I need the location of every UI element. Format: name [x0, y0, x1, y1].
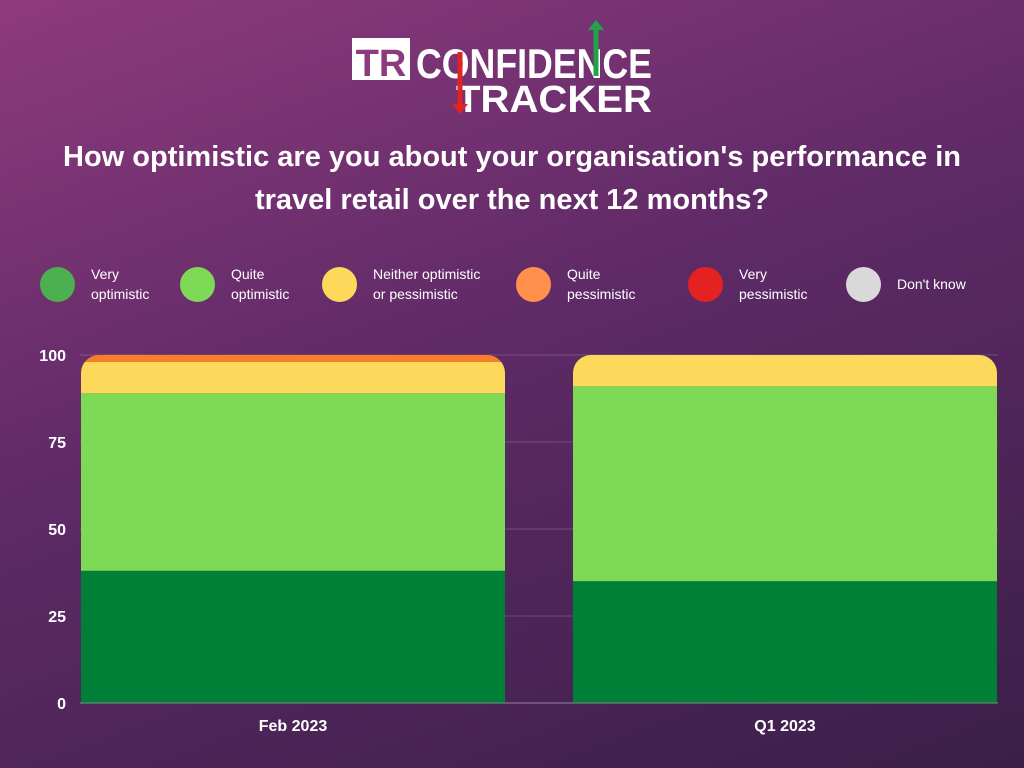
legend-swatch	[40, 266, 75, 302]
y-tick-label: 50	[48, 522, 66, 539]
bar-stack	[573, 355, 997, 703]
legend-label: Quite pessimistic	[567, 266, 636, 302]
legend-item: Quite optimistic	[180, 262, 289, 306]
bar-segment	[573, 581, 997, 703]
legend-label: Very pessimistic	[739, 266, 808, 302]
y-tick-label: 0	[57, 696, 66, 713]
chart-legend: Very optimistic Quite optimistic Neither o…	[40, 262, 1000, 310]
y-tick-label: 100	[39, 348, 66, 365]
logo-word-tracker: TRACKER	[456, 79, 652, 118]
legend-swatch	[180, 266, 215, 302]
bar-segment	[81, 355, 505, 362]
legend-swatch	[322, 266, 357, 302]
bar-segment	[81, 361, 505, 394]
bar-segment	[573, 386, 997, 582]
logo-mark: TR	[356, 43, 407, 85]
bar-segment	[573, 355, 997, 387]
legend-label: Quite optimistic	[231, 266, 290, 302]
logo-down-arrow-icon	[452, 52, 468, 114]
legend-label: Neither optimistic or pessimistic	[373, 266, 481, 302]
stacked-bar-chart: 0 25 50 75 100 Feb 2023 Q1 2023	[39, 348, 998, 735]
legend-item: Very pessimistic	[688, 262, 807, 306]
bar-segment	[81, 570, 505, 703]
legend-item: Quite pessimistic	[516, 262, 635, 306]
bar-segment	[81, 393, 505, 571]
logo-word-confidence: CONFIDENCE	[416, 40, 652, 87]
tr-confidence-tracker-logo: TR CONFIDENCE TRACKER	[352, 20, 652, 118]
legend-swatch	[846, 266, 881, 302]
logo-up-arrow-icon	[588, 20, 604, 76]
legend-label: Very optimistic	[91, 266, 150, 302]
legend-label: Don't know	[897, 276, 966, 292]
legend-swatch	[688, 266, 723, 302]
y-tick-label: 25	[48, 609, 66, 626]
x-tick-label: Q1 2023	[754, 718, 815, 735]
legend-item: Don't know	[846, 262, 966, 306]
x-tick-label: Feb 2023	[259, 718, 328, 735]
legend-item: Very optimistic	[40, 262, 149, 306]
survey-question-title: How optimistic are you about your organi…	[63, 141, 961, 216]
bar-stack	[81, 355, 505, 703]
logo-mark-box	[352, 38, 410, 80]
legend-swatch	[516, 266, 551, 302]
y-tick-label: 75	[48, 435, 66, 452]
legend-item: Neither optimistic or pessimistic	[322, 262, 480, 306]
